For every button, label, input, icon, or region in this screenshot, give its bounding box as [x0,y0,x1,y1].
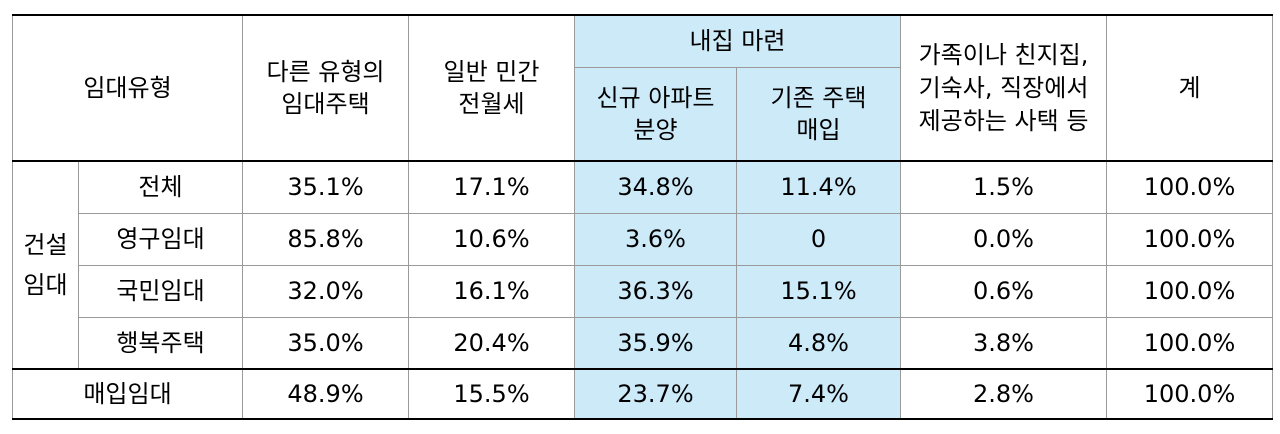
cell-value: 20.4% [408,316,575,370]
construction-group-line1: 건설 [23,231,68,259]
cell-value: 32.0% [242,264,409,318]
table-row: 행복주택 35.0% 20.4% 35.9% 4.8% 3.8% 100.0% [13,316,1273,370]
header-new-apartment: 신규 아파트 분양 [574,66,737,162]
cell-value: 36.3% [574,264,737,318]
header-private-rental-line2: 전월세 [458,90,525,118]
header-rental-type-label: 임대유형 [83,74,172,102]
header-other-rental-line1: 다른 유형의 [266,58,385,86]
header-existing-house-line1: 기존 주택 [770,83,867,112]
cell-value: 3.8% [900,316,1107,370]
cell-value: 34.8% [574,160,737,214]
header-total-label: 계 [1178,74,1201,102]
cell-value: 35.0% [242,316,409,370]
cell-value: 100.0% [1106,212,1273,266]
table-row: 국민임대 32.0% 16.1% 36.3% 15.1% 0.6% 100.0% [13,264,1273,318]
cell-value: 0 [736,212,901,266]
header-existing-house-line2: 매입 [796,115,841,144]
construction-group-line2: 임대 [23,271,68,299]
header-total: 계 [1106,14,1273,162]
header-private-rental-line1: 일반 민간 [443,58,540,86]
cell-value: 10.6% [408,212,575,266]
cell-value: 100.0% [1106,264,1273,318]
cell-value: 100.0% [1106,160,1273,214]
header-other-rental-line2: 임대주택 [281,90,370,118]
cell-value: 1.5% [900,160,1107,214]
table-row: 매입임대 48.9% 15.5% 23.7% 7.4% 2.8% 100.0% [12,368,1273,420]
cell-value: 48.9% [242,368,409,420]
header-own-home-group-label: 내집 마련 [689,27,786,56]
rental-survey-table: 임대유형 다른 유형의 임대주택 일반 민간 전월세 내집 마련 가족이나 친지… [12,14,1273,420]
cell-value: 2.8% [900,368,1107,420]
cell-value: 4.8% [736,316,901,370]
row-label: 행복주택 [78,316,243,370]
construction-rental-group: 건설 임대 [12,160,79,370]
cell-value: 35.9% [574,316,737,370]
header-family-housing: 가족이나 친지집, 기숙사, 직장에서 제공하는 사택 등 [900,14,1107,162]
table-row: 건설 임대 전체 35.1% 17.1% 34.8% 11.4% 1.5% 10… [12,160,1273,370]
cell-value: 17.1% [408,160,575,214]
row-label: 매입임대 [12,368,243,420]
table-row: 영구임대 85.8% 10.6% 3.6% 0 0.0% 100.0% [13,212,1273,266]
cell-value: 0.6% [900,264,1107,318]
cell-value: 16.1% [408,264,575,318]
header-existing-house: 기존 주택 매입 [736,66,901,162]
header-new-apartment-line2: 분양 [633,115,678,144]
header-family-line2: 기숙사, 직장에서 [918,73,1089,102]
header-rental-type: 임대유형 [12,14,243,162]
row-label: 영구임대 [78,212,243,266]
cell-value: 11.4% [736,160,901,214]
header-family-line3: 제공하는 사택 등 [918,106,1089,135]
header-private-rental: 일반 민간 전월세 [408,14,575,162]
cell-value: 0.0% [900,212,1107,266]
header-other-rental: 다른 유형의 임대주택 [242,14,409,162]
header-family-line1: 가족이나 친지집, [918,40,1089,69]
header-own-home-group: 내집 마련 [574,14,901,68]
row-label: 전체 [78,160,243,214]
cell-value: 23.7% [574,368,737,420]
cell-value: 7.4% [736,368,901,420]
cell-value: 35.1% [242,160,409,214]
cell-value: 100.0% [1106,368,1273,420]
row-label: 국민임대 [78,264,243,318]
cell-value: 85.8% [242,212,409,266]
cell-value: 15.5% [408,368,575,420]
cell-value: 15.1% [736,264,901,318]
cell-value: 3.6% [574,212,737,266]
cell-value: 100.0% [1106,316,1273,370]
header-new-apartment-line1: 신규 아파트 [596,83,715,112]
rental-survey-table-wrapper: 임대유형 다른 유형의 임대주택 일반 민간 전월세 내집 마련 가족이나 친지… [12,14,1273,420]
